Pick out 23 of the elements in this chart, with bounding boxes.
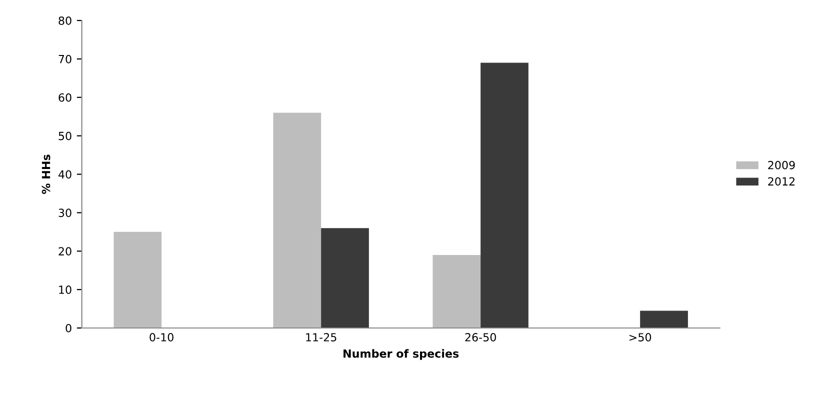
x-tick-label: 11-25 [306,333,336,342]
y-tick-label: 60 [58,93,72,102]
y-tick-label: 50 [58,132,72,140]
y-tick-label: 80 [58,16,72,25]
y-tick-label: 30 [58,208,72,218]
bar [480,62,528,328]
bar [321,228,369,328]
bar [640,310,688,328]
y-tick-label: 70 [58,54,72,64]
bar [432,254,481,328]
bar [114,232,162,328]
legend-label: 2009 [768,160,795,170]
x-tick-label: >50 [630,333,652,342]
bar [273,112,322,328]
y-tick-label: 0 [66,324,72,332]
x-tick-label: 0-10 [150,333,174,342]
y-tick-label: 10 [59,286,72,294]
legend-label: 2012 [768,177,794,186]
y-axis-title: % HHs [42,154,50,194]
x-tick-label: 26-50 [465,333,496,342]
x-axis-title: Number of species [344,349,459,360]
y-tick-label: 40 [58,170,72,179]
y-tick-label: 20 [58,247,72,256]
